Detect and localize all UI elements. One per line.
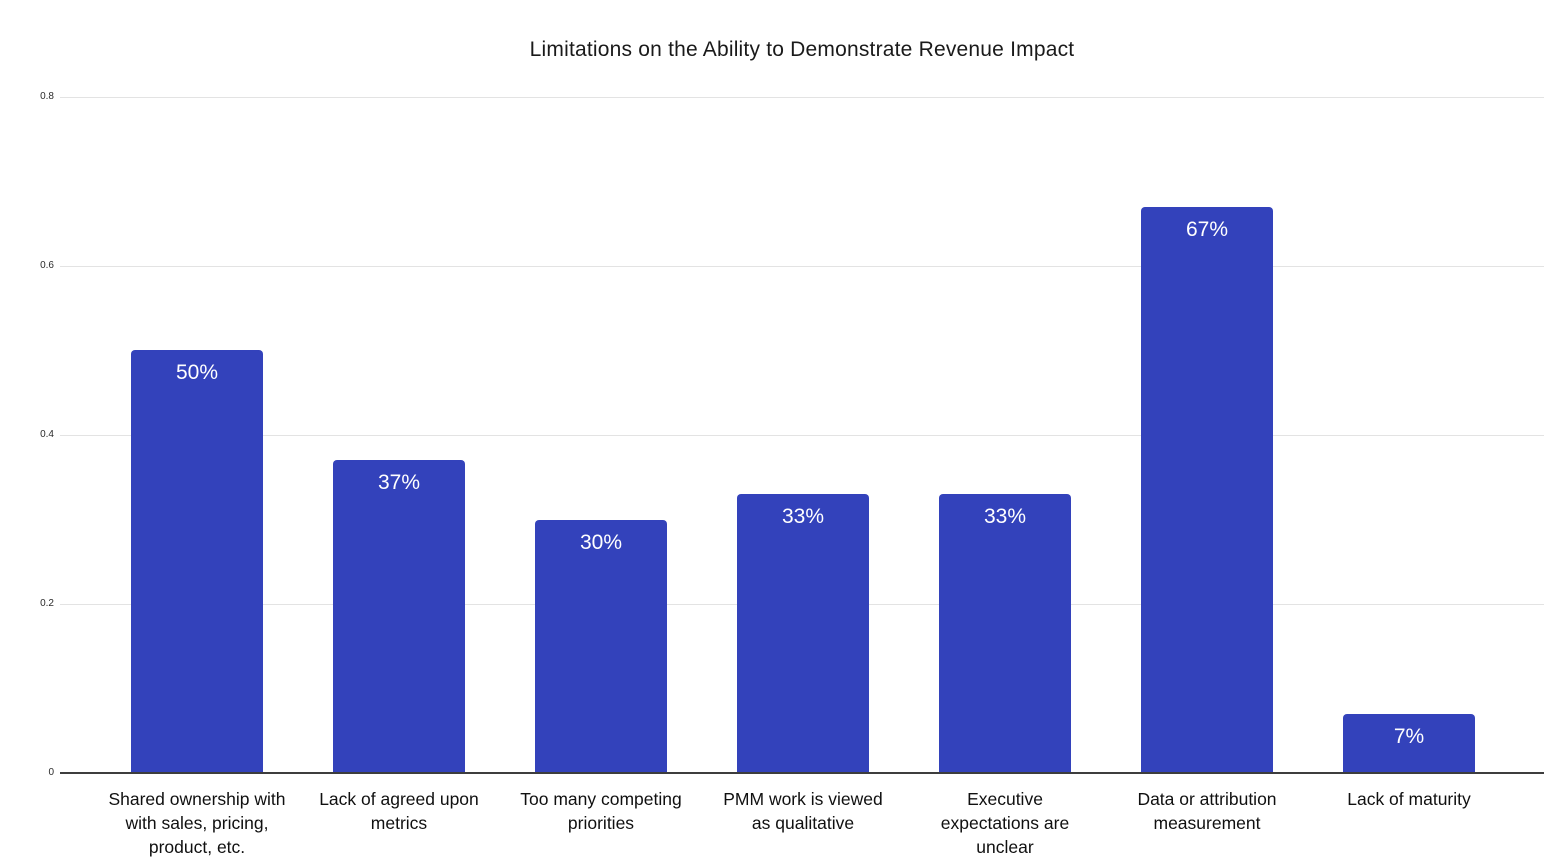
y-tick-label: 0.6	[40, 260, 54, 271]
chart-title: Limitations on the Ability to Demonstrat…	[529, 38, 1075, 61]
bar-value-label: 30%	[579, 531, 623, 554]
bar: 7%	[1343, 714, 1475, 773]
bar: 37%	[333, 460, 465, 773]
bar-column: 30%	[500, 97, 702, 773]
y-axis-tick-labels: 0 0.2 0.4 0.6 0.8	[0, 92, 56, 778]
bar-value-label: 67%	[1185, 218, 1229, 241]
x-axis-category-label: Executive expectations are unclear	[940, 789, 1070, 857]
y-tick-label: 0.2	[40, 598, 54, 609]
x-axis-line	[60, 772, 1544, 774]
x-axis-category-label: Lack of agreed upon metrics	[319, 789, 479, 833]
bar-region: 50% 37% 30% 33% 33% 67% 7%	[96, 97, 1510, 773]
bar-value-label: 33%	[781, 505, 825, 528]
bar: 33%	[737, 494, 869, 773]
bar-value-label: 37%	[377, 471, 421, 494]
bar-value-label: 50%	[175, 361, 219, 384]
x-axis-category-labels: Shared ownership with with sales, pricin…	[96, 787, 1510, 859]
bar-column: 33%	[702, 97, 904, 773]
bar-column: 33%	[904, 97, 1106, 773]
bar-column: 67%	[1106, 97, 1308, 773]
gridline-0.8	[60, 97, 1544, 98]
bar-column: 37%	[298, 97, 500, 773]
x-axis-category-label: Shared ownership with with sales, pricin…	[108, 789, 286, 857]
x-axis-category-label: PMM work is viewed as qualitative	[723, 789, 883, 833]
y-tick-label: 0.8	[40, 91, 54, 102]
bar-column: 50%	[96, 97, 298, 773]
bar-value-label: 33%	[983, 505, 1027, 528]
x-axis-category-label: Data or attribution measurement	[1137, 789, 1277, 833]
bar: 33%	[939, 494, 1071, 773]
x-axis-category-label: Too many competing priorities	[520, 789, 682, 833]
bar: 67%	[1141, 207, 1273, 773]
gridline-0.6	[60, 266, 1544, 267]
bar: 50%	[131, 350, 263, 773]
bar-column: 7%	[1308, 97, 1510, 773]
gridline-0.4	[60, 435, 1544, 436]
plot-area: 50% 37% 30% 33% 33% 67% 7%	[60, 97, 1544, 774]
bar: 30%	[535, 520, 667, 773]
x-axis-category-label: Lack of maturity	[1347, 789, 1471, 809]
y-tick-label: 0	[48, 767, 54, 778]
y-tick-label: 0.4	[40, 429, 54, 440]
bar-value-label: 7%	[1393, 725, 1425, 748]
